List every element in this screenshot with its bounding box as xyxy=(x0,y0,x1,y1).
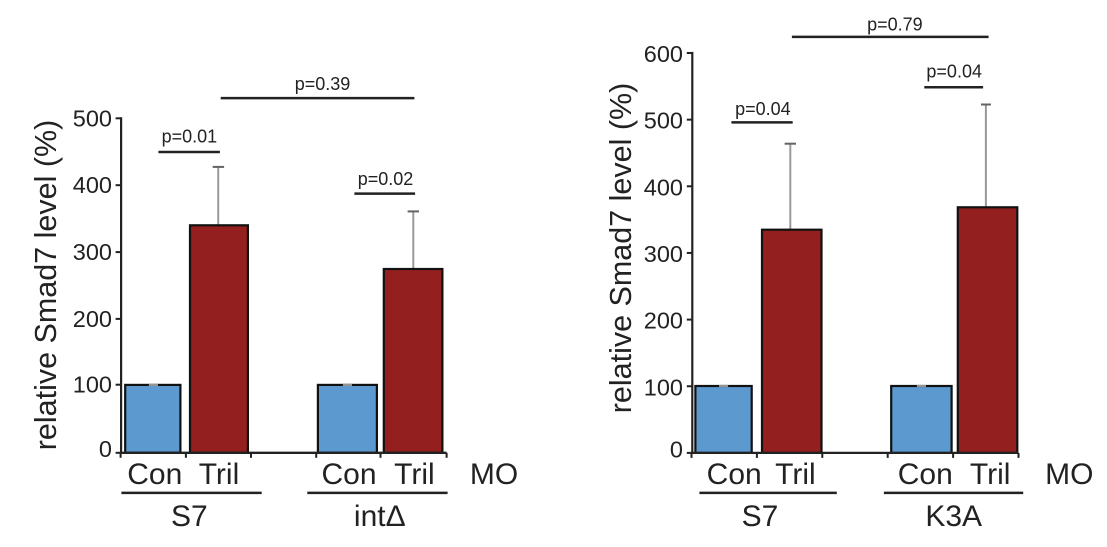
svg-text:0: 0 xyxy=(670,436,683,462)
svg-text:S7: S7 xyxy=(742,500,779,533)
svg-text:p=0.79: p=0.79 xyxy=(867,14,923,34)
svg-text:400: 400 xyxy=(73,172,112,198)
svg-text:Con: Con xyxy=(127,458,182,491)
svg-text:p=0.01: p=0.01 xyxy=(162,127,218,147)
svg-text:Tril: Tril xyxy=(775,458,816,491)
svg-text:intΔ: intΔ xyxy=(354,500,406,533)
svg-text:200: 200 xyxy=(644,308,683,334)
svg-text:400: 400 xyxy=(644,174,683,200)
svg-text:p=0.39: p=0.39 xyxy=(295,74,351,94)
svg-text:Tril: Tril xyxy=(970,458,1011,491)
svg-text:0: 0 xyxy=(99,436,112,462)
svg-text:relative Smad7 level (%): relative Smad7 level (%) xyxy=(604,83,638,414)
svg-text:500: 500 xyxy=(73,105,112,131)
svg-text:p=0.02: p=0.02 xyxy=(358,169,414,189)
svg-text:100: 100 xyxy=(73,372,112,398)
svg-text:relative Smad7 level (%): relative Smad7 level (%) xyxy=(29,120,63,451)
svg-text:Con: Con xyxy=(321,458,376,491)
svg-text:K3A: K3A xyxy=(925,500,982,533)
svg-text:300: 300 xyxy=(644,241,683,267)
svg-text:MO: MO xyxy=(1045,458,1093,491)
svg-text:S7: S7 xyxy=(171,500,208,533)
svg-text:600: 600 xyxy=(644,41,683,67)
svg-text:p=0.04: p=0.04 xyxy=(926,62,982,82)
svg-text:Con: Con xyxy=(707,458,762,491)
svg-text:MO: MO xyxy=(470,458,518,491)
svg-text:p=0.04: p=0.04 xyxy=(735,99,791,119)
svg-text:Tril: Tril xyxy=(394,458,435,491)
svg-text:500: 500 xyxy=(644,108,683,134)
svg-text:100: 100 xyxy=(644,374,683,400)
svg-text:Con: Con xyxy=(898,458,953,491)
svg-text:300: 300 xyxy=(73,239,112,265)
svg-text:200: 200 xyxy=(73,306,112,332)
svg-text:Tril: Tril xyxy=(199,458,240,491)
